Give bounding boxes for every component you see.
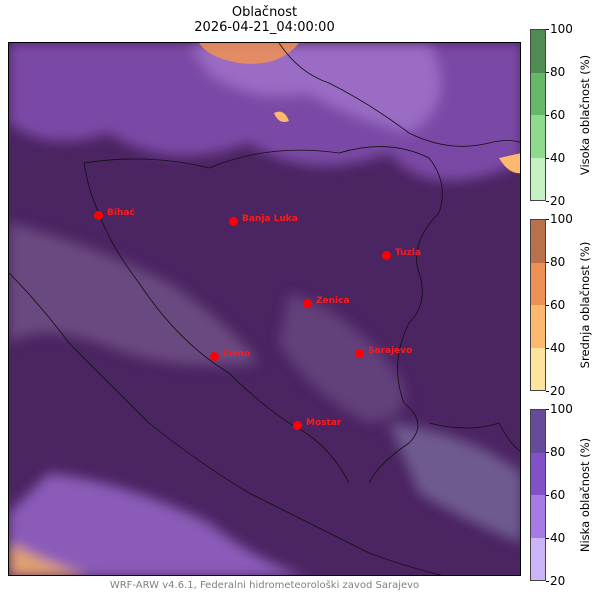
coastline [9,272,443,575]
colorbar-tick-label: 100 [546,212,573,226]
mid-cloud-patch [274,111,289,122]
country-border [83,146,443,484]
colorbar-tick-label: 80 [545,445,566,459]
colorbar-tick-label: 80 [545,65,566,79]
colorbar-tick-label: 20 [545,384,566,398]
colorbar-tick-label: 60 [545,108,566,122]
colorbar-tick-label: 60 [545,298,566,312]
map-title: Oblačnost [231,5,298,20]
city-label: Bihać [107,208,135,218]
mid-cloud-patch [199,43,299,64]
cloud-cover-map: Bihać Banja Luka Tuzla Zenica Livno Sara… [8,42,521,576]
colorbar-segment [531,115,545,158]
mid-cloud-patch [499,153,520,174]
colorbar-tick-label: 40 [545,531,566,545]
cloud-region-south [9,543,84,575]
colorbar-segment [531,30,545,73]
city-label: Zenica [316,296,350,306]
colorbar-2 [530,219,546,391]
colorbar-tick-label: 60 [545,488,566,502]
cloud-fields [9,43,520,575]
city-dot [93,210,103,220]
map-timestamp: 2026-04-21_04:00:00 [194,20,335,35]
colorbar-label: Visoka oblačnost (%) [578,54,592,176]
colorbar-tick-label: 20 [545,574,566,588]
city-dot [228,216,238,226]
city-label: Livno [223,349,251,359]
country-border [278,43,520,147]
colorbar-label: Niska oblačnost (%) [578,437,592,553]
city-label: Mostar [306,418,342,428]
colorbar-segment [531,262,545,305]
colorbar-label: Srednja oblačnost (%) [578,241,592,369]
colorbar-segment [531,452,545,495]
colorbar-segment [531,72,545,115]
cloud-region-coast [9,473,303,575]
colorbar-segment [531,347,545,390]
colorbar-segment [531,157,545,200]
footer-credit: WRF-ARW v4.6.1, Federalni hidrometeorolo… [109,580,420,591]
colorbar-tick-label: 100 [546,402,573,416]
colorbar-segment [531,220,545,263]
colorbar-tick-label: 40 [545,341,566,355]
city-label: Banja Luka [242,214,298,224]
colorbar-tick-label: 40 [545,151,566,165]
colorbar-tick-label: 80 [545,255,566,269]
colorbar-segment [531,495,545,538]
colorbar-segment [531,305,545,348]
city-dot [354,348,364,358]
colorbar-segment [531,537,545,580]
colorbar-3 [530,409,546,581]
country-border [428,422,520,452]
cloud-region-center [279,293,405,423]
cloud-region-west [9,223,259,366]
city-label: Sarajevo [368,346,413,356]
city-dot [381,250,391,260]
city-dot [292,420,302,430]
colorbar-tick-label: 100 [546,22,573,36]
cloud-region-east [389,423,520,543]
colorbar-1 [530,29,546,201]
city-dot [209,351,219,361]
city-label: Tuzla [395,248,421,258]
colorbar-segment [531,410,545,453]
colorbar-tick-label: 20 [545,194,566,208]
city-dot [302,298,312,308]
